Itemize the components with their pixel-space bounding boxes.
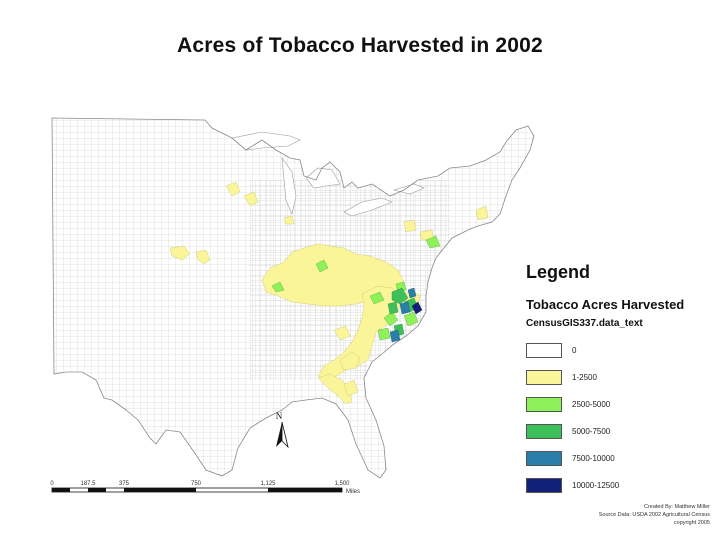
legend-swatch [526, 424, 562, 439]
scale-bar: 0 187.5 375 750 1,125 1,500 Miles [50, 481, 360, 495]
scale-tick-1: 187.5 [80, 481, 96, 487]
scale-tick-0: 0 [50, 481, 54, 487]
legend-subtitle: Tobacco Acres Harvested [526, 297, 685, 312]
credits-author: Created By: Matthew Miller [643, 504, 710, 510]
legend-swatch [526, 370, 562, 385]
scale-unit: Miles [346, 489, 360, 495]
region-10000-12500 [411, 301, 423, 315]
legend-title: Legend [526, 262, 591, 282]
legend-swatch [526, 343, 562, 358]
scale-tick-2: 375 [119, 481, 130, 487]
region-7500-10000 [389, 287, 417, 343]
legend-item: 10000-12500 [526, 472, 716, 499]
legend-label: 5000-7500 [572, 427, 611, 436]
us-outline [51, 117, 535, 479]
legend-swatch [526, 451, 562, 466]
legend-label: 0 [572, 346, 577, 355]
legend-item: 2500-5000 [526, 391, 716, 418]
legend-field: CensusGIS337.data_text [526, 318, 643, 329]
legend-label: 2500-5000 [572, 400, 611, 409]
legend-swatch [526, 478, 562, 493]
legend-label: 1-2500 [572, 373, 597, 382]
credits: Created By: Matthew Miller Source Data: … [599, 503, 710, 527]
legend-item: 0 [526, 337, 716, 364]
scale-tick-3: 750 [191, 481, 202, 487]
legend-item: 7500-10000 [526, 445, 716, 472]
legend: Legend Tobacco Acres Harvested CensusGIS… [526, 262, 716, 499]
north-letter: N [276, 411, 283, 421]
credits-copyright: copyright 2005 [673, 520, 710, 526]
great-lakes [231, 131, 425, 217]
region-1-2500 [169, 181, 489, 405]
scale-tick-5: 1,500 [334, 481, 350, 487]
legend-swatch [526, 397, 562, 412]
legend-label: 7500-10000 [572, 454, 615, 463]
credits-source: Source Data: USDA 2002 Agricultural Cens… [598, 512, 710, 518]
legend-label: 10000-12500 [572, 481, 620, 490]
page-title: Acres of Tobacco Harvested in 2002 [177, 34, 543, 57]
scale-tick-4: 1,125 [260, 481, 276, 487]
region-2500-5000 [271, 235, 441, 341]
legend-item: 5000-7500 [526, 418, 716, 445]
legend-item: 1-2500 [526, 364, 716, 391]
north-arrow: N [276, 411, 289, 449]
